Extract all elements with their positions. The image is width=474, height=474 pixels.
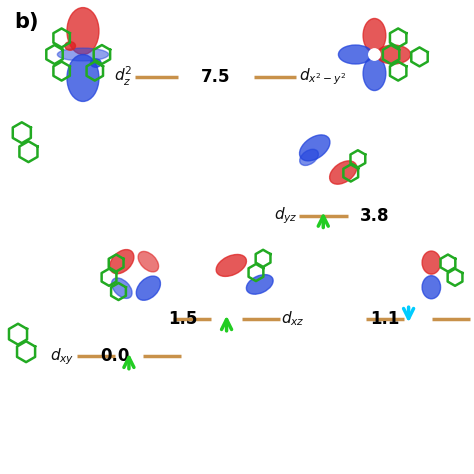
Ellipse shape — [300, 135, 330, 161]
Ellipse shape — [110, 250, 134, 273]
Ellipse shape — [363, 18, 386, 53]
Ellipse shape — [91, 59, 101, 67]
Ellipse shape — [137, 276, 160, 300]
Ellipse shape — [216, 255, 246, 276]
Text: 1.1: 1.1 — [370, 310, 400, 328]
Ellipse shape — [67, 8, 99, 55]
Text: 7.5: 7.5 — [201, 68, 230, 86]
Ellipse shape — [422, 251, 441, 274]
Ellipse shape — [376, 45, 410, 64]
Ellipse shape — [329, 161, 357, 184]
Ellipse shape — [246, 274, 273, 294]
Text: $d_{xy}$: $d_{xy}$ — [51, 346, 75, 367]
Text: $d_{x^{2}-y^{2}}$: $d_{x^{2}-y^{2}}$ — [299, 66, 346, 87]
Text: $d_{z}^{2}$: $d_{z}^{2}$ — [114, 65, 133, 88]
Text: $d_{xz}$: $d_{xz}$ — [281, 309, 304, 328]
Ellipse shape — [422, 276, 441, 299]
Text: 1.5: 1.5 — [168, 310, 197, 328]
Text: 3.8: 3.8 — [360, 207, 389, 225]
Text: 0.0: 0.0 — [100, 347, 129, 365]
Ellipse shape — [338, 45, 373, 64]
Text: b): b) — [14, 12, 39, 32]
Ellipse shape — [57, 48, 109, 61]
Ellipse shape — [363, 56, 386, 91]
Ellipse shape — [300, 149, 319, 165]
Ellipse shape — [67, 55, 99, 101]
Text: $d_{yz}$: $d_{yz}$ — [274, 205, 298, 226]
Ellipse shape — [111, 278, 132, 299]
Ellipse shape — [138, 251, 159, 272]
Ellipse shape — [369, 49, 380, 60]
Ellipse shape — [65, 42, 75, 50]
